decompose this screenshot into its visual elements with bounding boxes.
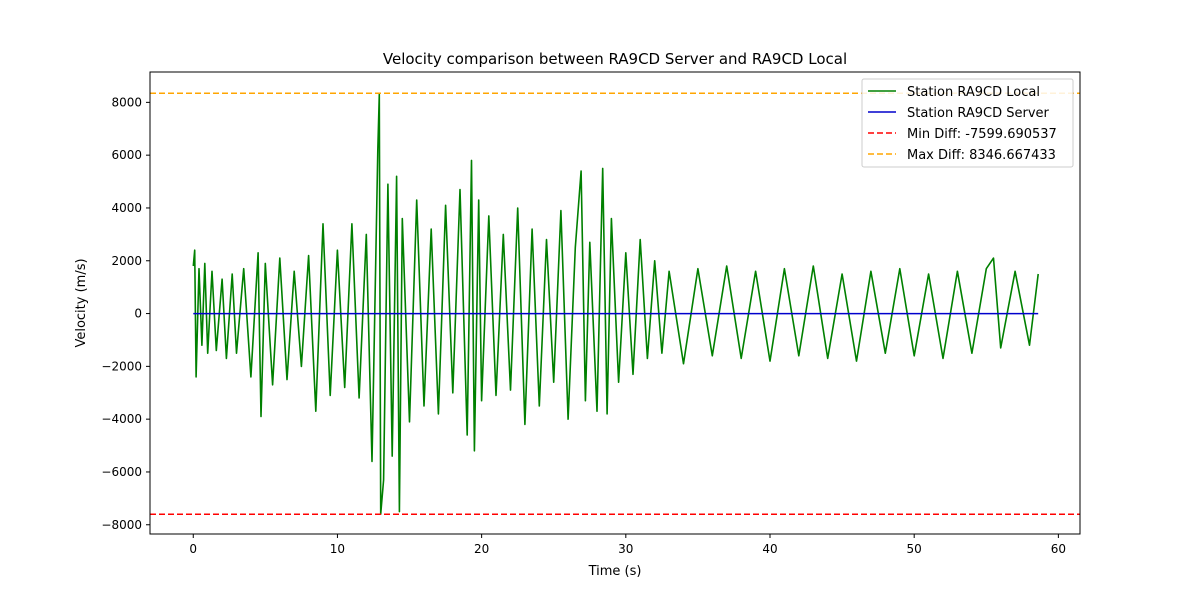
x-axis-label: Time (s) (588, 564, 642, 579)
x-tick-label: 30 (618, 542, 633, 556)
y-axis: −8000 −6000 −4000 −2000 0 2000 4000 6000 8000 (101, 95, 150, 532)
axes-frame (149, 71, 1081, 535)
y-tick-label: 8000 (111, 95, 142, 109)
x-tick-label: 40 (762, 542, 777, 556)
plot-area (150, 92, 1080, 516)
x-tick-label: 10 (330, 542, 345, 556)
legend: Station RA9CD Local Station RA9CD Server M… (861, 78, 1074, 168)
y-tick-label: 4000 (111, 201, 142, 215)
x-tick-label: 50 (907, 542, 922, 556)
y-tick-label: −8000 (101, 518, 142, 532)
legend-label: Min Diff: -7599.690537 (907, 127, 1057, 142)
x-tick-label: 0 (189, 542, 197, 556)
y-tick-label: −4000 (101, 412, 142, 426)
series-line-0 (192, 93, 1039, 516)
legend-label: Station RA9CD Local (907, 85, 1040, 100)
x-tick-label: 60 (1051, 542, 1066, 556)
x-tick-label: 20 (474, 542, 489, 556)
legend-label: Station RA9CD Server (907, 106, 1050, 121)
legend-label: Max Diff: 8346.667433 (907, 148, 1056, 163)
x-axis: 0 10 20 30 40 50 60 (189, 534, 1066, 556)
legend-box (861, 78, 1074, 168)
y-tick-label: 6000 (111, 148, 142, 162)
y-tick-label: −2000 (101, 359, 142, 373)
y-tick-label: 2000 (111, 254, 142, 268)
chart-title: Velocity comparison between RA9CD Server… (383, 50, 847, 68)
y-tick-label: −6000 (101, 465, 142, 479)
y-tick-label: 0 (134, 307, 142, 321)
y-axis-label: Velocity (m/s) (74, 258, 89, 347)
